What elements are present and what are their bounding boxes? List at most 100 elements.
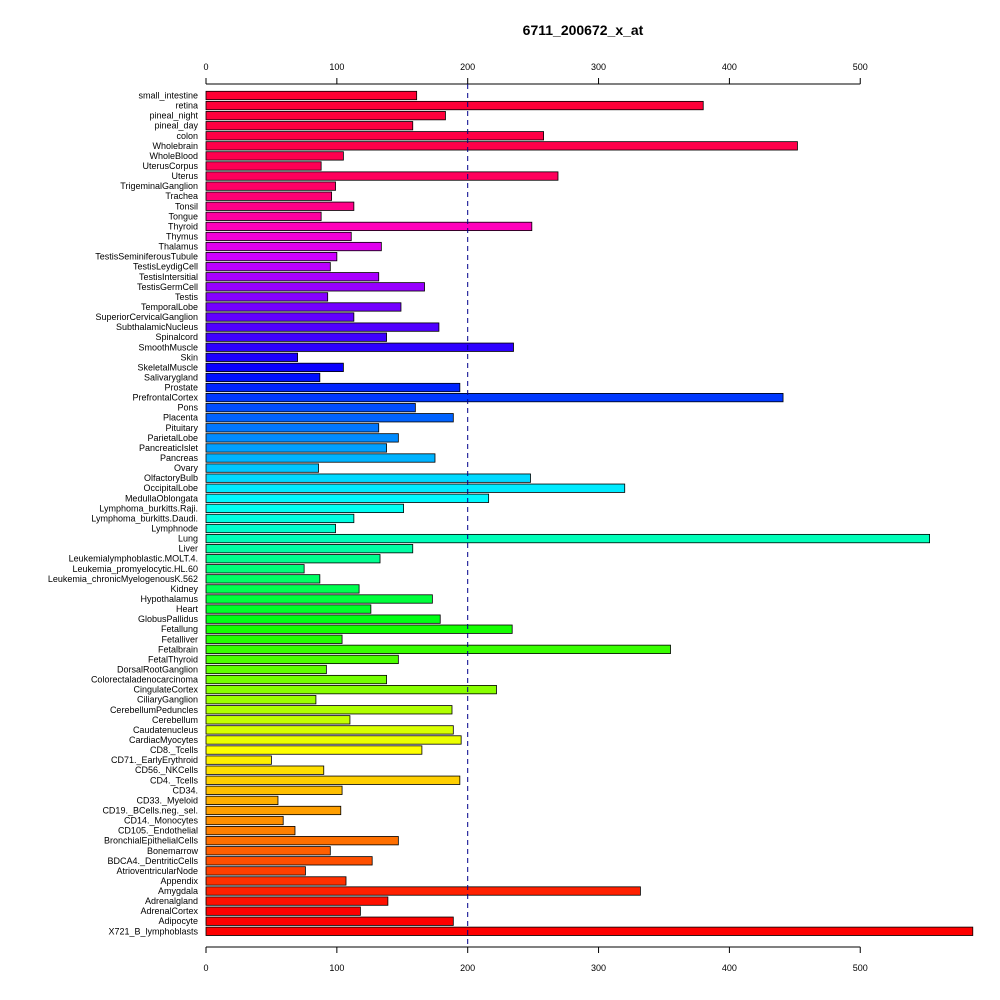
category-label: Fetalbrain (158, 644, 198, 654)
bar (205, 664, 327, 675)
bar (205, 695, 317, 705)
bar (205, 151, 344, 161)
axis-tick: 200 (460, 947, 475, 973)
category-label: TestisLeydigCell (133, 262, 198, 272)
category-label: Uterus (171, 171, 198, 181)
bar (205, 211, 322, 221)
bar (205, 362, 344, 372)
bar (205, 926, 974, 936)
category-label: Appendix (160, 876, 198, 886)
bar (205, 171, 559, 181)
category-label: Thalamus (158, 242, 198, 252)
category-label: Trachea (165, 191, 198, 201)
category-label: DorsalRootGanglion (117, 664, 198, 674)
category-label: CD71._EarlyErythroid (111, 755, 198, 765)
category-label: Lymphoma_burkitts.Raji. (99, 503, 198, 513)
axis-tick: 400 (722, 62, 737, 84)
bar (205, 745, 423, 755)
bar (205, 493, 490, 503)
bar (205, 161, 322, 171)
tick-label: 0 (203, 62, 208, 72)
category-label: Adrenalgland (145, 896, 198, 906)
axis-tick: 100 (329, 62, 344, 84)
bar (205, 725, 454, 735)
category-label: Lymphoma_burkitts.Daudi. (91, 513, 198, 523)
category-labels: small_intestineretinapineal_nightpineal_… (48, 91, 199, 937)
category-label: Heart (176, 604, 199, 614)
bar (205, 221, 533, 232)
bar (205, 805, 342, 816)
category-label: Fetalliver (161, 634, 198, 644)
axis-tick: 300 (591, 947, 606, 973)
bar (205, 584, 360, 594)
bar (205, 322, 440, 332)
category-label: OccipitalLobe (143, 483, 198, 493)
bar (205, 272, 380, 282)
axis-tick: 0 (203, 62, 209, 84)
category-label: Thymus (166, 231, 199, 241)
bar (205, 262, 331, 272)
category-label: CingulateCortex (133, 685, 198, 695)
category-label: Leukemialymphoblastic.MOLT.4. (69, 554, 198, 564)
category-label: Thyroid (168, 221, 198, 231)
tick-label: 200 (460, 62, 475, 72)
axis-tick: 100 (329, 947, 344, 973)
category-label: ParietalLobe (147, 433, 198, 443)
bar (205, 674, 387, 685)
category-label: Fetallung (161, 624, 198, 634)
bar (205, 503, 404, 513)
axis-tick: 0 (203, 947, 209, 973)
tick-label: 200 (460, 963, 475, 973)
category-label: CD56._NKCells (135, 765, 199, 775)
bar (205, 866, 306, 876)
category-label: SuperiorCervicalGanglion (95, 312, 198, 322)
category-label: Lung (178, 534, 198, 544)
category-label: AtrioventricularNode (116, 866, 198, 876)
category-label: Leukemia_promyelocytic.HL.60 (72, 564, 198, 574)
category-label: TestisGermCell (137, 282, 198, 292)
category-label: Hypothalamus (140, 594, 198, 604)
category-label: Ovary (174, 463, 199, 473)
tick-label: 300 (591, 62, 606, 72)
tick-label: 100 (329, 62, 344, 72)
bar (205, 141, 798, 151)
bar (205, 473, 531, 483)
category-label: TestisSeminiferousTubule (95, 252, 198, 262)
bar (205, 423, 380, 433)
category-label: small_intestine (138, 91, 198, 101)
category-label: PrefrontalCortex (132, 393, 198, 403)
category-label: Caudatenucleus (133, 725, 199, 735)
category-label: Spinalcord (155, 332, 198, 342)
category-label: Wholebrain (152, 141, 198, 151)
chart-title: 6711_200672_x_at (523, 22, 644, 38)
bar (205, 624, 513, 634)
bar (205, 564, 305, 574)
bar (205, 856, 373, 866)
category-label: Bonemarrow (147, 846, 199, 856)
category-label: BronchialEpithelialCells (104, 836, 199, 846)
bar (205, 715, 351, 725)
bar (205, 302, 402, 312)
category-label: Lymphnode (151, 524, 198, 534)
axis-tick: 500 (853, 62, 868, 84)
bar (205, 443, 387, 453)
bar (205, 332, 387, 342)
bar (205, 533, 931, 544)
axis-tick: 200 (460, 62, 475, 84)
bar (205, 292, 329, 302)
bar (205, 382, 461, 393)
category-label: BDCA4._DentriticCells (107, 856, 198, 866)
category-label: Pancreas (160, 453, 199, 463)
category-label: UterusCorpus (142, 161, 198, 171)
bar (205, 735, 462, 745)
category-label: Tonsil (175, 201, 198, 211)
bar (205, 523, 336, 534)
bar (205, 826, 296, 836)
bar (205, 775, 461, 785)
bar (205, 896, 389, 906)
bar (205, 846, 331, 856)
bar (205, 201, 355, 211)
bar (205, 231, 352, 242)
top-x-axis: 0 100 200 300 400 500 (203, 62, 868, 85)
bar (205, 282, 425, 292)
